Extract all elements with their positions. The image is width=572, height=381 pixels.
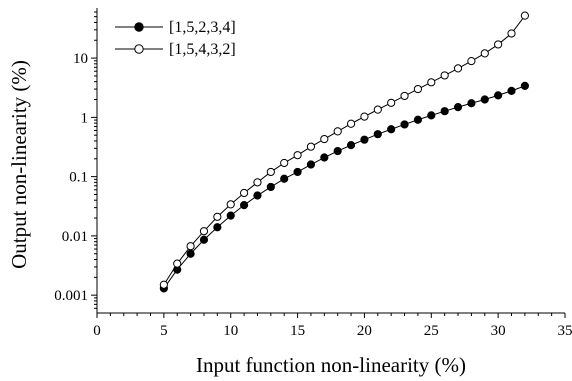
data-point: [440, 107, 449, 116]
x-tick-label: 10: [223, 323, 238, 339]
data-point: [239, 188, 249, 198]
data-point: [373, 105, 382, 114]
data-point: [360, 112, 369, 121]
y-tick-label: 1: [81, 110, 89, 126]
data-point: [253, 191, 262, 200]
data-point: [266, 182, 275, 192]
data-point: [387, 125, 396, 134]
data-point: [280, 158, 289, 168]
data-point: [226, 200, 235, 209]
data-point: [373, 130, 382, 139]
data-point: [413, 84, 423, 94]
data-point: [413, 115, 423, 124]
data-point: [520, 81, 529, 90]
y-tick-label: 0.1: [69, 170, 88, 186]
data-point: [253, 178, 262, 187]
data-point: [346, 119, 356, 128]
data-point: [173, 259, 182, 268]
data-point: [213, 212, 222, 221]
data-point: [427, 111, 436, 120]
data-point: [333, 146, 342, 156]
data-point: [186, 249, 195, 258]
data-point: [346, 141, 356, 150]
y-tick-label: 10: [73, 51, 88, 67]
y-tick-label: 0.001: [54, 288, 88, 304]
legend-item: [1,5,2,3,4]: [115, 19, 236, 36]
data-point: [239, 201, 249, 210]
x-axis-title: Input function non-linearity (%): [196, 353, 466, 377]
data-point: [360, 135, 369, 144]
data-point: [266, 167, 275, 177]
data-point: [453, 64, 463, 73]
data-point: [293, 167, 302, 177]
x-tick-label: 35: [558, 323, 572, 339]
legend-item: [1,5,4,3,2]: [115, 41, 236, 58]
data-point: [199, 227, 209, 236]
series-2: [159, 11, 529, 289]
data-point: [226, 211, 235, 220]
data-point: [199, 235, 209, 244]
x-tick-label: 20: [357, 323, 372, 339]
legend-marker: [134, 22, 144, 32]
legend: [1,5,2,3,4] [1,5,4,3,2]: [115, 19, 236, 58]
data-point: [494, 91, 503, 100]
data-point: [293, 151, 302, 160]
data-point: [494, 40, 503, 49]
data-point: [306, 160, 316, 169]
legend-marker: [134, 44, 144, 54]
data-point: [320, 153, 329, 162]
data-point: [427, 78, 436, 87]
data-point: [467, 56, 476, 66]
x-tick-label: 30: [491, 323, 506, 339]
data-point: [306, 142, 316, 151]
data-point: [507, 86, 516, 95]
x-tick-label: 0: [93, 323, 101, 339]
data-point: [400, 91, 409, 101]
data-point: [333, 127, 342, 136]
data-point: [186, 242, 195, 251]
data-point: [213, 223, 222, 232]
series-layer: [159, 11, 529, 293]
series-line: [163, 15, 526, 285]
data-point: [453, 102, 463, 112]
x-tick-label: 15: [290, 323, 305, 339]
axes: 0 5 10 15 20 25 30 35 0.001 0.01 0.1 1 10: [54, 8, 572, 339]
data-point: [480, 95, 489, 104]
data-point: [480, 49, 489, 58]
data-point: [280, 174, 289, 183]
legend-label: [1,5,4,3,2]: [169, 41, 236, 58]
y-tick-label: 0.01: [62, 229, 88, 245]
x-tick-label: 25: [424, 323, 439, 339]
series-line: [163, 85, 526, 289]
data-point: [400, 120, 409, 129]
x-tick-label: 5: [160, 323, 168, 339]
data-point: [467, 99, 476, 108]
y-axis-title: Output non-linearity (%): [7, 60, 31, 269]
data-point: [159, 280, 168, 289]
data-point: [507, 29, 516, 38]
data-point: [320, 134, 329, 144]
data-point: [440, 71, 449, 80]
legend-label: [1,5,2,3,4]: [169, 19, 236, 36]
data-point: [520, 11, 529, 20]
data-point: [387, 98, 396, 107]
series-1: [159, 81, 529, 293]
